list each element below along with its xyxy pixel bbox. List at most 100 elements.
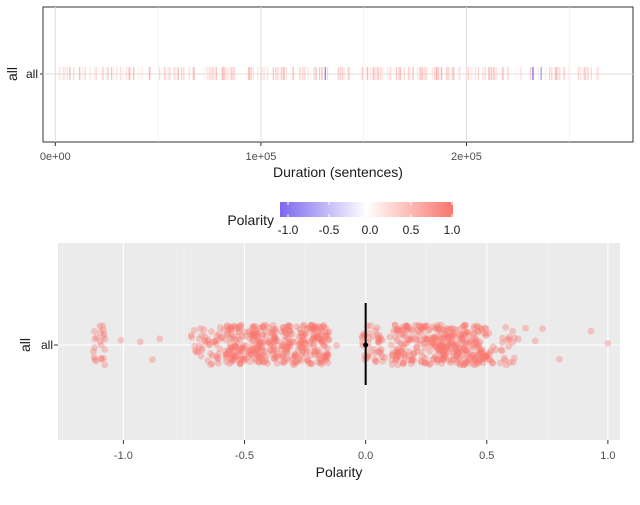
polarity-point bbox=[394, 326, 402, 334]
polarity-point bbox=[435, 345, 443, 352]
polarity-point bbox=[454, 340, 461, 348]
polarity-point bbox=[136, 338, 144, 346]
duration-mark bbox=[209, 67, 211, 80]
polarity-point bbox=[279, 352, 287, 360]
polarity-point bbox=[438, 334, 446, 342]
polarity-point bbox=[406, 352, 414, 359]
polarity-point bbox=[278, 342, 286, 350]
polarity-point bbox=[427, 342, 435, 349]
polarity-point bbox=[453, 341, 460, 349]
polarity-point bbox=[324, 350, 332, 358]
duration-mark bbox=[110, 67, 113, 80]
duration-mark bbox=[313, 67, 315, 80]
duration-mark bbox=[229, 67, 231, 80]
polarity-point bbox=[269, 328, 277, 336]
polarity-point bbox=[461, 361, 469, 369]
polarity-point bbox=[297, 357, 305, 365]
polarity-point bbox=[456, 354, 464, 362]
polarity-point bbox=[266, 346, 274, 353]
polarity-point bbox=[302, 331, 310, 338]
duration-mark bbox=[58, 67, 60, 80]
polarity-point bbox=[289, 338, 297, 345]
polarity-point bbox=[290, 338, 298, 346]
duration-mark bbox=[129, 67, 131, 80]
polarity-point bbox=[418, 348, 425, 356]
polarity-point bbox=[222, 336, 229, 344]
polarity-point bbox=[408, 332, 415, 340]
polarity-point bbox=[511, 334, 518, 342]
polarity-point bbox=[288, 330, 296, 338]
polarity-point bbox=[423, 335, 431, 343]
duration-mark bbox=[365, 67, 368, 80]
polarity-point bbox=[315, 333, 322, 341]
polarity-point bbox=[226, 360, 233, 368]
polarity-point bbox=[457, 336, 465, 344]
polarity-point bbox=[487, 347, 495, 355]
polarity-point bbox=[296, 340, 303, 348]
polarity-point bbox=[480, 359, 487, 367]
duration-mark bbox=[563, 67, 565, 80]
polarity-point bbox=[278, 346, 286, 353]
polarity-point bbox=[435, 324, 442, 331]
polarity-point bbox=[311, 322, 319, 330]
duration-mark bbox=[250, 67, 253, 80]
polarity-point bbox=[462, 330, 470, 337]
polarity-point bbox=[297, 339, 305, 346]
polarity-point bbox=[404, 336, 412, 344]
polarity-point bbox=[303, 355, 311, 363]
polarity-point bbox=[281, 329, 289, 337]
polarity-point bbox=[149, 356, 156, 364]
duration-mark bbox=[420, 67, 422, 80]
polarity-point bbox=[259, 347, 266, 355]
polarity-point bbox=[222, 351, 230, 359]
polarity-point bbox=[212, 340, 220, 348]
duration-mark bbox=[360, 67, 362, 80]
polarity-point bbox=[393, 337, 401, 345]
polarity-point bbox=[322, 331, 330, 339]
duration-mark bbox=[272, 67, 274, 80]
duration-mark bbox=[470, 67, 472, 80]
polarity-point bbox=[471, 361, 479, 369]
polarity-point bbox=[274, 352, 282, 360]
polarity-point bbox=[222, 347, 229, 355]
polarity-point bbox=[445, 357, 453, 364]
polarity-point bbox=[359, 333, 366, 341]
polarity-point bbox=[96, 322, 104, 330]
polarity-point bbox=[421, 323, 429, 331]
duration-mark bbox=[366, 67, 369, 80]
duration-mark bbox=[292, 67, 295, 80]
polarity-point bbox=[437, 321, 445, 329]
polarity-point bbox=[437, 343, 445, 350]
polarity-point bbox=[435, 333, 443, 341]
polarity-point bbox=[269, 350, 276, 358]
polarity-point bbox=[432, 335, 440, 343]
duration-mark bbox=[377, 67, 379, 80]
polarity-point bbox=[459, 338, 467, 345]
polarity-point bbox=[257, 354, 265, 362]
duration-mark bbox=[426, 67, 429, 80]
polarity-point bbox=[241, 332, 249, 340]
polarity-point bbox=[421, 340, 429, 347]
duration-mark bbox=[484, 67, 486, 80]
polarity-point bbox=[387, 341, 395, 349]
polarity-point bbox=[100, 354, 107, 362]
polarity-point bbox=[325, 328, 333, 336]
duration-mark bbox=[262, 67, 264, 80]
polarity-point bbox=[399, 326, 406, 334]
duration-mark bbox=[102, 67, 104, 80]
polarity-point bbox=[449, 329, 457, 336]
polarity-point bbox=[462, 339, 470, 347]
polarity-point bbox=[484, 350, 492, 358]
polarity-point bbox=[378, 353, 386, 361]
polarity-point bbox=[317, 338, 325, 346]
polarity-point bbox=[505, 343, 513, 350]
duration-mark bbox=[346, 67, 348, 80]
duration-mark bbox=[264, 67, 267, 80]
polarity-point bbox=[463, 338, 471, 346]
duration-mark bbox=[436, 67, 438, 80]
polarity-point bbox=[453, 348, 461, 356]
polarity-point bbox=[433, 356, 441, 364]
polarity-point bbox=[407, 326, 415, 333]
duration-mark bbox=[513, 67, 515, 80]
polarity-point bbox=[248, 341, 256, 349]
